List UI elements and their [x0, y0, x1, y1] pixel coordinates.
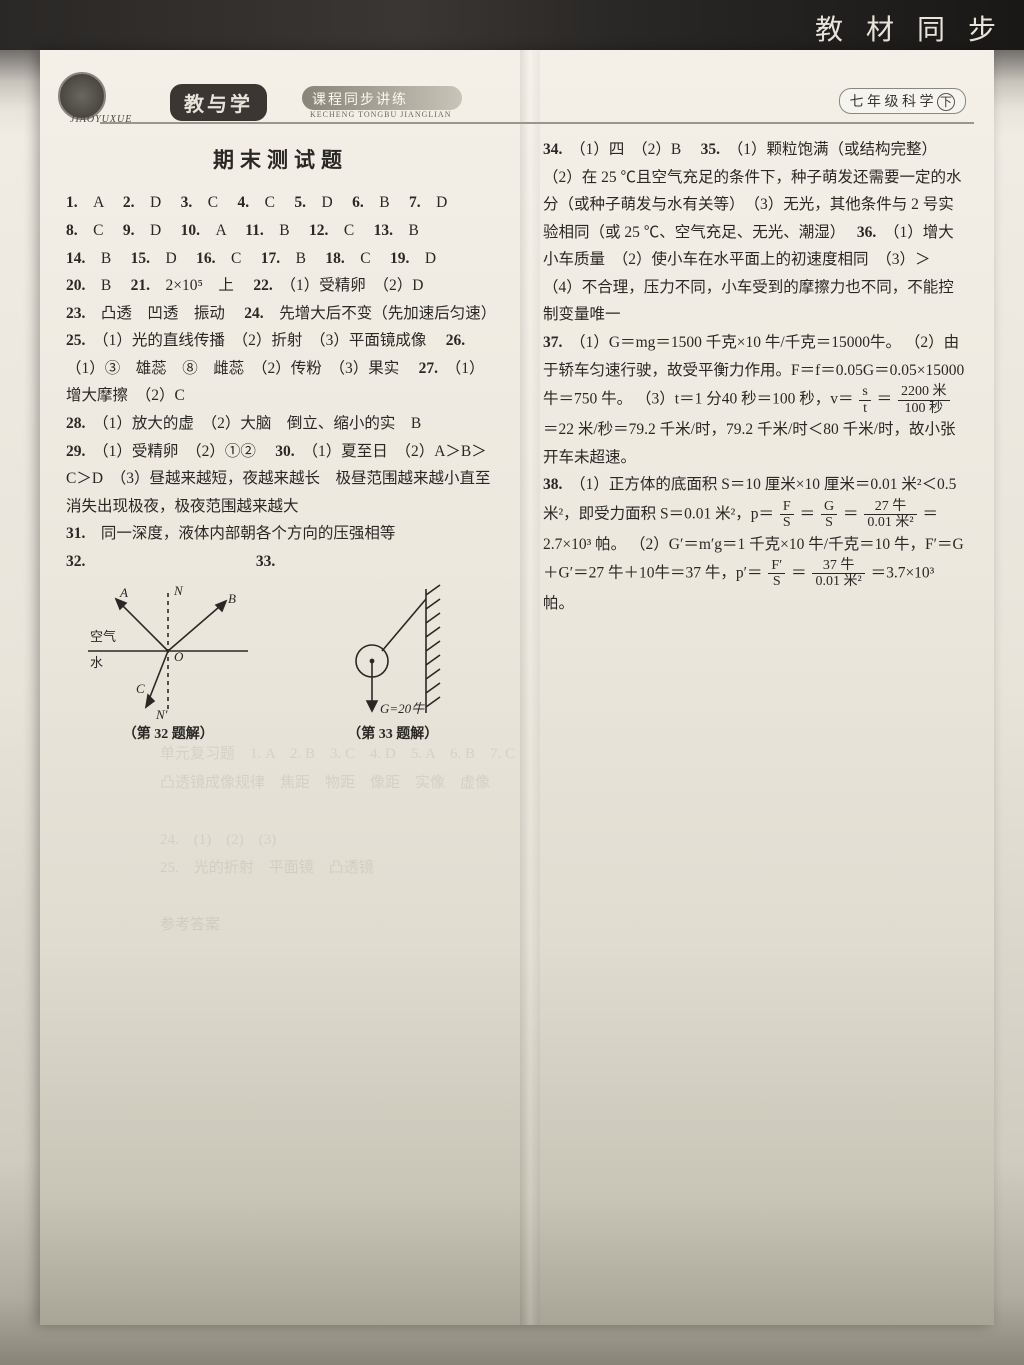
ans-17: B: [296, 250, 306, 267]
ans-12: C: [344, 222, 354, 239]
figure-32-caption: （第 32 题解）: [66, 723, 271, 748]
figure-33: G=20牛 （第 33 题解）: [291, 581, 496, 748]
section-title: 期末测试题: [66, 142, 495, 179]
ans-7: D: [436, 194, 447, 211]
figure-32: A N B O C N′ 空气 水 （第 32 题解）: [66, 581, 271, 748]
photo-top-strip: 教 材 同 步: [0, 0, 1024, 50]
svg-text:A: A: [119, 585, 128, 600]
series-subtitle: 课程同步讲练: [302, 86, 462, 110]
ans-28: （1）放大的虚 （2）大脑 倒立、缩小的实 B: [101, 415, 421, 432]
ans-31: 同一深度，液体内部朝各个方向的压强相等: [101, 525, 396, 542]
fraction-s-over-t: st: [859, 384, 870, 416]
ans-10: A: [216, 222, 226, 239]
top-right-chars: 教 材 同 步: [815, 8, 1004, 48]
ans-16: C: [231, 250, 241, 267]
svg-text:B: B: [228, 591, 236, 606]
svg-text:C: C: [136, 681, 145, 696]
svg-text:O: O: [174, 649, 184, 664]
figure-33-caption: （第 33 题解）: [291, 723, 496, 748]
ans-20: B: [101, 277, 111, 294]
ans-37-3b: ＝22 米/秒＝79.2 千米/时，79.2 千米/时＜80 千米/时，故小张开…: [543, 421, 955, 466]
ans-6: B: [379, 194, 389, 211]
svg-text:G=20牛: G=20牛: [380, 701, 425, 716]
ans-25: （1）光的直线传播 （2）折射 （3）平面镜成像: [101, 332, 427, 349]
svg-text:N′: N′: [155, 707, 168, 721]
series-subtitle-pinyin: KECHENG TONGBU JIANGLIAN: [310, 110, 451, 119]
publisher-logo: [58, 72, 106, 120]
grade-subject-badge: 七 年 级 科 学 下: [839, 88, 967, 114]
ans-2: D: [150, 194, 161, 211]
fraction-Fp-over-S: F′S: [768, 558, 785, 590]
ans-18: C: [360, 250, 370, 267]
svg-text:N: N: [173, 583, 184, 598]
ans-22: （1）受精卵 （2）D: [288, 277, 423, 294]
ans-11: B: [279, 222, 289, 239]
ans-3: C: [208, 194, 218, 211]
fraction-F-over-S: FS: [780, 499, 794, 531]
header-divider: [100, 122, 974, 124]
svg-text:空气: 空气: [90, 629, 116, 644]
fraction-G-over-S: GS: [821, 499, 837, 531]
ans-4: C: [265, 194, 275, 211]
right-column: 34. （1）四 （2）B 35. （1）颗粒饱满（或结构完整） （2）在 25…: [517, 136, 968, 748]
series-title: 教与学: [170, 84, 267, 121]
worksheet-page: JIAOYUXUE 教与学 课程同步讲练 KECHENG TONGBU JIAN…: [40, 50, 994, 1325]
ans-26: （1）③ 雄蕊 ⑧ 雌蕊 （2）传粉 （3）果实: [66, 360, 399, 377]
svg-text:水: 水: [90, 655, 103, 670]
ans-14: B: [101, 250, 111, 267]
left-column: 期末测试题 1. A 2. D 3. C 4. C 5. D 6. B 7. D…: [66, 136, 517, 748]
ans-37-1: （1）G＝mg＝1500 千克×10 牛/千克＝15000牛。: [578, 334, 901, 351]
two-column-body: 期末测试题 1. A 2. D 3. C 4. C 5. D 6. B 7. D…: [40, 136, 994, 748]
ans-24: 先增大后不变（先加速后匀速）: [279, 305, 488, 322]
semester-circle: 下: [937, 93, 955, 111]
ans-37-3a: （3）t＝1 分40 秒＝100 秒，v＝: [636, 391, 853, 408]
figures-row: A N B O C N′ 空气 水 （第 32 题解）: [66, 581, 495, 748]
ans-15: D: [166, 250, 177, 267]
ans-9: D: [150, 222, 161, 239]
multiple-choice-block: 1. A 2. D 3. C 4. C 5. D 6. B 7. D 8. C …: [66, 189, 495, 575]
ans-8: C: [93, 222, 103, 239]
ans-23: 凸透 凹透 振动: [101, 305, 225, 322]
refraction-diagram-icon: A N B O C N′ 空气 水: [78, 581, 258, 721]
ans-1: A: [93, 194, 103, 211]
ans-13: B: [409, 222, 419, 239]
page-header: JIAOYUXUE 教与学 课程同步讲练 KECHENG TONGBU JIAN…: [40, 70, 994, 128]
paper-show-through: 单元复习题 1. A 2. B 3. C 4. D 5. A 6. B 7. C…: [160, 740, 920, 940]
ans-34: （1）四 （2）B: [578, 141, 681, 158]
fraction-2200-over-100: 2200 米100 秒: [898, 384, 950, 416]
ans-5: D: [322, 194, 333, 211]
fraction-27-over-001: 27 牛0.01 米²: [864, 499, 916, 531]
ans-29: （1）受精卵 （2）①②: [101, 443, 256, 460]
hanging-ball-diagram-icon: G=20牛: [308, 581, 478, 721]
fraction-37-over-001: 37 牛0.01 米²: [812, 558, 864, 590]
ans-21: 2×10⁵ 上: [166, 277, 234, 294]
ans-19: D: [425, 250, 436, 267]
grade-subject-text: 七 年 级 科 学: [850, 95, 934, 110]
